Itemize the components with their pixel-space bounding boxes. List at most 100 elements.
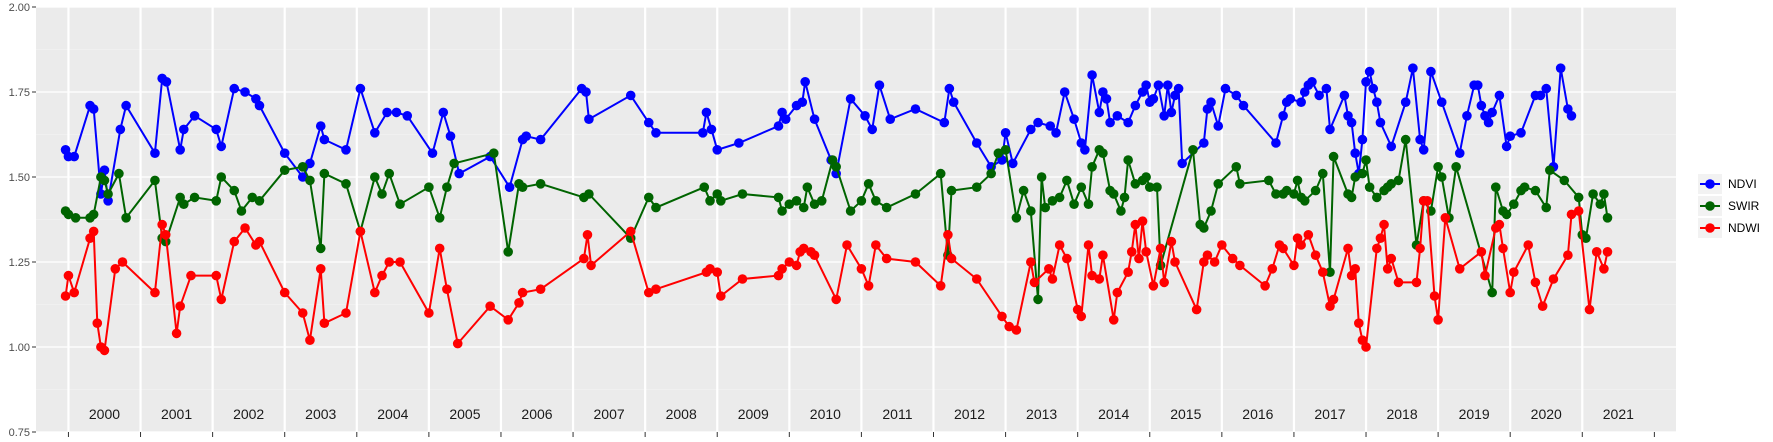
y-tick-label: 2.00 bbox=[9, 2, 30, 14]
year-label: 2001 bbox=[161, 406, 192, 422]
series-layer bbox=[60, 63, 1613, 356]
data-point-swir bbox=[247, 192, 258, 203]
data-point-swir bbox=[1595, 199, 1606, 209]
data-point-ndwi bbox=[1523, 240, 1534, 250]
data-point-swir bbox=[121, 213, 131, 223]
data-point-ndwi bbox=[1155, 243, 1166, 254]
year-label: 2014 bbox=[1098, 406, 1129, 422]
data-point-ndwi bbox=[1170, 257, 1180, 267]
data-point-swir bbox=[341, 179, 351, 189]
data-point-ndwi bbox=[254, 236, 265, 247]
data-point-ndwi bbox=[1505, 287, 1515, 298]
data-point-ndwi bbox=[1379, 219, 1389, 230]
data-point-swir bbox=[1588, 189, 1598, 199]
data-point-ndwi bbox=[842, 240, 852, 250]
data-point-swir bbox=[1364, 182, 1375, 192]
year-label: 2003 bbox=[305, 406, 336, 422]
data-point-swir bbox=[1289, 189, 1299, 199]
data-point-ndvi bbox=[1321, 83, 1332, 94]
data-point-swir bbox=[1433, 162, 1443, 172]
data-point-ndvi bbox=[1177, 158, 1187, 169]
data-point-swir bbox=[1047, 196, 1058, 206]
y-tick-label: 1.00 bbox=[9, 342, 30, 354]
data-point-ndwi bbox=[1054, 240, 1065, 250]
legend-key-point bbox=[1705, 223, 1715, 233]
data-point-ndwi bbox=[69, 287, 80, 298]
data-point-ndvi bbox=[1462, 111, 1472, 121]
data-point-ndvi bbox=[1541, 83, 1552, 94]
data-point-swir bbox=[1487, 287, 1497, 298]
data-point-ndwi bbox=[1317, 267, 1328, 278]
year-label: 2018 bbox=[1386, 406, 1417, 422]
year-label: 2011 bbox=[882, 406, 912, 422]
data-point-swir bbox=[705, 196, 715, 206]
data-point-ndwi bbox=[1433, 315, 1443, 325]
data-point-ndwi bbox=[777, 264, 787, 274]
data-point-swir bbox=[1231, 162, 1242, 172]
data-point-ndwi bbox=[997, 311, 1007, 322]
data-point-ndwi bbox=[442, 284, 452, 295]
year-label: 2000 bbox=[89, 406, 120, 422]
data-point-ndwi bbox=[582, 230, 593, 240]
year-label: 2012 bbox=[954, 406, 985, 422]
year-label: 2007 bbox=[594, 406, 625, 422]
data-point-ndvi bbox=[1080, 145, 1090, 155]
data-point-ndvi bbox=[651, 128, 661, 138]
data-point-ndwi bbox=[315, 264, 326, 274]
data-point-ndwi bbox=[63, 270, 74, 281]
data-point-ndwi bbox=[99, 345, 110, 356]
data-point-ndvi bbox=[1173, 83, 1184, 94]
y-tick-label: 1.50 bbox=[9, 172, 30, 184]
data-point-ndvi bbox=[1472, 80, 1483, 90]
data-point-ndwi bbox=[1137, 216, 1148, 226]
data-point-ndvi bbox=[1059, 87, 1070, 97]
data-point-swir bbox=[809, 199, 820, 209]
data-point-swir bbox=[319, 168, 330, 179]
data-point-ndvi bbox=[370, 128, 380, 138]
data-point-swir bbox=[1076, 182, 1087, 192]
data-point-swir bbox=[216, 172, 227, 182]
data-point-ndwi bbox=[737, 274, 748, 284]
data-point-ndwi bbox=[831, 294, 841, 305]
data-point-ndvi bbox=[885, 114, 896, 124]
data-point-ndvi bbox=[1375, 117, 1386, 128]
data-point-ndvi bbox=[1555, 63, 1566, 73]
data-point-ndvi bbox=[1483, 117, 1494, 128]
data-point-swir bbox=[1235, 179, 1245, 189]
data-point-ndvi bbox=[1166, 107, 1177, 118]
data-point-swir bbox=[449, 158, 459, 169]
data-point-ndvi bbox=[867, 124, 878, 135]
data-point-swir bbox=[1213, 179, 1224, 189]
data-point-ndwi bbox=[1415, 243, 1425, 254]
data-point-ndwi bbox=[157, 219, 167, 230]
data-point-swir bbox=[1116, 206, 1126, 216]
legend: NDVI SWIR NDWI bbox=[1698, 174, 1760, 238]
data-point-ndwi bbox=[1209, 257, 1220, 267]
data-point-swir bbox=[1083, 199, 1094, 209]
data-point-swir bbox=[1108, 189, 1119, 199]
data-point-swir bbox=[1130, 179, 1141, 189]
legend-key-point bbox=[1705, 201, 1715, 211]
data-point-ndwi bbox=[305, 335, 315, 346]
data-point-ndvi bbox=[1069, 114, 1079, 124]
y-tick-label: 1.25 bbox=[9, 257, 30, 269]
data-point-swir bbox=[315, 243, 326, 254]
data-point-ndvi bbox=[1045, 121, 1056, 131]
data-point-ndwi bbox=[171, 328, 182, 339]
data-point-ndvi bbox=[315, 121, 326, 131]
data-point-swir bbox=[1357, 168, 1368, 179]
data-point-ndvi bbox=[438, 107, 449, 118]
data-point-ndwi bbox=[1098, 250, 1108, 260]
data-point-ndvi bbox=[1033, 117, 1043, 128]
data-point-ndwi bbox=[871, 240, 881, 250]
data-point-swir bbox=[946, 185, 957, 196]
data-point-swir bbox=[442, 182, 452, 192]
data-point-ndwi bbox=[1422, 196, 1433, 206]
data-point-swir bbox=[1098, 148, 1108, 158]
data-point-ndwi bbox=[1303, 230, 1314, 240]
data-point-ndwi bbox=[1328, 294, 1339, 305]
data-point-ndwi bbox=[784, 257, 795, 267]
data-point-ndvi bbox=[1162, 80, 1173, 90]
data-point-swir bbox=[986, 168, 996, 179]
data-point-swir bbox=[716, 196, 726, 206]
